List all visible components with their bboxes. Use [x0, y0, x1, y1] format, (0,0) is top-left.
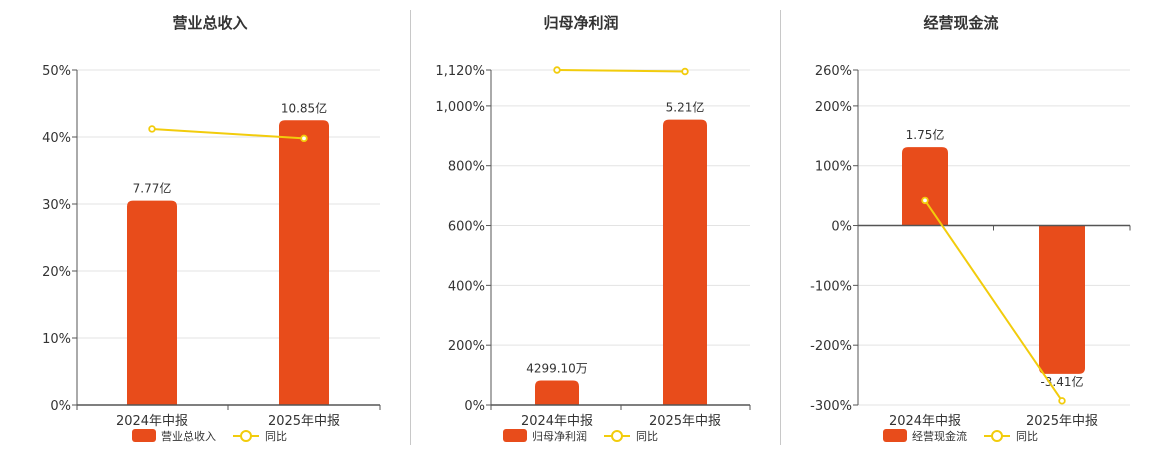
legend-line-marker — [240, 430, 252, 442]
y-tick-label: -100% — [810, 279, 852, 294]
legend-bar-swatch — [883, 429, 907, 442]
y-tick-label: 200% — [448, 339, 485, 354]
chart-net-profit: 归母净利润 0% 200% 400% 600% 800% 1,000% 1,120% 4299.… — [435, 14, 751, 443]
bar-data-label: 5.21亿 — [666, 100, 705, 115]
yoy-point — [148, 125, 156, 133]
bar — [902, 147, 948, 226]
y-tick-label: 0% — [464, 399, 485, 414]
panel-divider — [780, 10, 781, 445]
legend-line-label: 同比 — [1016, 430, 1038, 443]
yoy-line — [556, 69, 686, 73]
chart-title: 归母净利润 — [543, 14, 618, 32]
chart-title: 经营现金流 — [923, 14, 998, 32]
bar — [279, 120, 329, 405]
bar-data-label: 7.77亿 — [133, 181, 172, 196]
y-tick-label: 0% — [831, 220, 852, 235]
legend-line-label: 同比 — [265, 430, 287, 443]
yoy-point — [681, 67, 689, 76]
y-tick-label: 1,120% — [435, 64, 485, 79]
bar — [127, 200, 177, 405]
bar — [663, 119, 707, 405]
y-tick-label: 10% — [42, 332, 71, 347]
bar-data-label: 1.75亿 — [906, 127, 945, 142]
x-tick-label: 2024年中报 — [521, 414, 593, 429]
yoy-point — [553, 66, 561, 74]
y-tick-label: 600% — [448, 220, 485, 235]
x-tick-label: 2024年中报 — [116, 414, 188, 429]
bar-data-label: 4299.10万 — [526, 361, 588, 375]
legend-line-marker — [991, 430, 1003, 442]
chart-panel-net-profit: 归母净利润 0% 200% 400% 600% 800% 1,000% 1,120% 4299.… — [411, 0, 780, 450]
y-tick-label: 0% — [50, 399, 71, 414]
bar — [535, 380, 579, 405]
bar-data-label: 10.85亿 — [281, 100, 327, 115]
y-tick-label: 400% — [448, 279, 485, 294]
yoy-line — [924, 199, 1063, 402]
legend-line-label: 同比 — [636, 430, 658, 443]
panel-divider — [410, 10, 411, 445]
bar-data-label: -3.41亿 — [1040, 374, 1083, 389]
y-tick-label: 50% — [42, 64, 71, 79]
y-tick-label: -200% — [810, 339, 852, 354]
x-tick-label: 2025年中报 — [268, 414, 340, 429]
yoy-line — [151, 127, 305, 140]
yoy-point — [921, 196, 929, 205]
y-tick-label: 20% — [42, 265, 71, 280]
legend-bar-label: 归母净利润 — [532, 429, 587, 443]
y-tick-label: 1,000% — [435, 100, 485, 115]
x-tick-label: 2025年中报 — [649, 414, 721, 429]
chart-revenue: 营业总收入 0% 10% 20% 30% 40% 50% 7.77亿 10.85亿 2024年中报… — [42, 14, 381, 443]
yoy-point — [300, 134, 308, 143]
x-tick-label: 2024年中报 — [889, 414, 961, 429]
bar — [1039, 225, 1085, 374]
y-tick-label: 800% — [448, 160, 485, 175]
legend-bar-label: 营业总收入 — [161, 429, 216, 443]
legend-bar-label: 经营现金流 — [912, 429, 967, 443]
y-tick-label: 100% — [815, 160, 852, 175]
y-tick-label: 40% — [42, 131, 71, 146]
yoy-point — [1058, 397, 1066, 405]
x-tick-label: 2025年中报 — [1026, 414, 1098, 429]
chart-panel-revenue: 营业总收入 0% 10% 20% 30% 40% 50% 7.77亿 10.85亿 2024年中报… — [0, 0, 410, 450]
y-tick-label: 30% — [42, 198, 71, 213]
chart-panel-cash-flow: 经营现金流 -300% -200% -100% 0% 100% 200% 260% 1.75亿 -… — [781, 0, 1160, 450]
chart-cash-flow: 经营现金流 -300% -200% -100% 0% 100% 200% 260% 1.75亿 -… — [810, 14, 1131, 443]
y-tick-label: 200% — [815, 100, 852, 115]
legend-bar-swatch — [132, 429, 156, 442]
y-tick-label: -300% — [810, 399, 852, 414]
legend-line-marker — [611, 430, 623, 442]
y-tick-label: 260% — [815, 64, 852, 79]
legend-bar-swatch — [503, 429, 527, 442]
chart-title: 营业总收入 — [172, 14, 247, 32]
